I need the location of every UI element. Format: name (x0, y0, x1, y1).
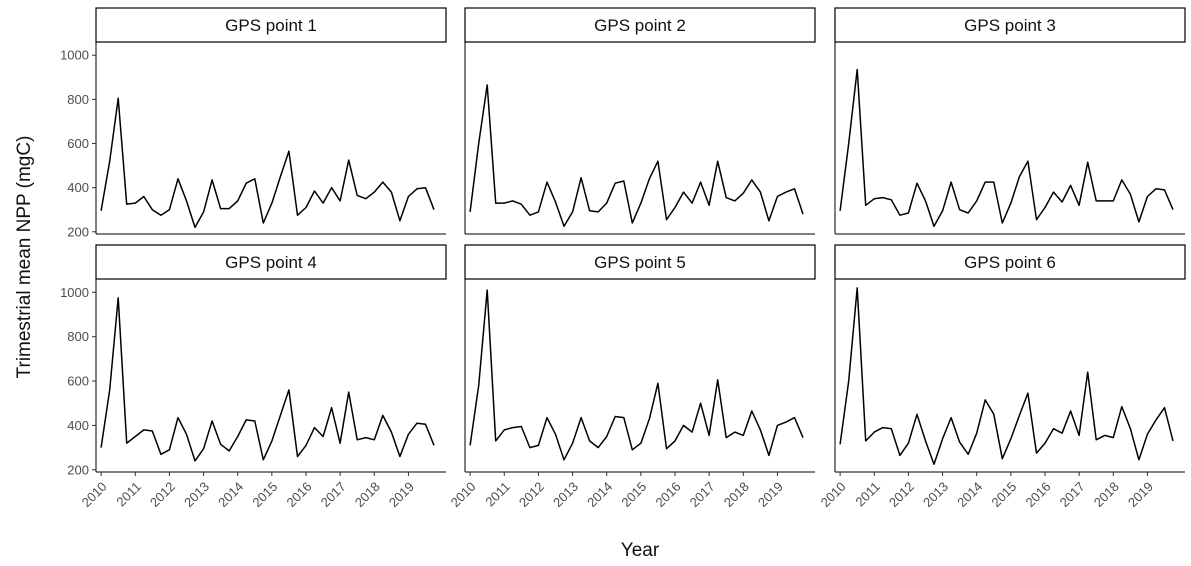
npp-series-line (469, 84, 804, 228)
y-tick-label: 400 (67, 180, 89, 195)
x-tick-label: 2019 (1125, 479, 1156, 510)
facet-title: GPS point 6 (964, 253, 1056, 272)
x-tick-label: 2010 (79, 479, 110, 510)
npp-series-line (839, 68, 1174, 228)
facet-strip (95, 244, 447, 280)
x-tick-label: 2017 (1057, 479, 1088, 510)
x-tick-label: 2011 (482, 479, 512, 509)
x-tick-label: 2015 (988, 479, 1019, 510)
facet-strip (464, 244, 816, 280)
y-tick-label: 200 (67, 462, 89, 477)
x-tick-label: 2012 (516, 479, 547, 510)
y-tick-label: 800 (67, 92, 89, 107)
npp-series-line (469, 289, 804, 461)
x-tick-label: 2016 (652, 479, 683, 510)
x-tick-label: 2017 (687, 479, 718, 510)
x-tick-label: 2013 (181, 479, 212, 510)
facet-panel: GPS point 3 (834, 7, 1186, 235)
x-tick-label: 2013 (920, 479, 951, 510)
facet-title: GPS point 4 (225, 253, 317, 272)
facet-strip (95, 7, 447, 43)
y-axis-title: Trimestrial mean NPP (mgC) (14, 136, 35, 379)
facet-title: GPS point 1 (225, 16, 317, 35)
facet-strip (834, 7, 1186, 43)
npp-series-line (100, 97, 435, 229)
x-tick-label: 2017 (318, 479, 349, 510)
x-tick-label: 2012 (147, 479, 178, 510)
facet-panel: GPS point 2 (464, 7, 816, 235)
x-tick-label: 2014 (584, 479, 615, 510)
x-tick-label: 2019 (386, 479, 417, 510)
x-tick-label: 2019 (755, 479, 786, 510)
y-tick-label: 400 (67, 418, 89, 433)
x-tick-label: 2015 (618, 479, 649, 510)
facet-panel: GPS point 1 200 400 600 800 1000 (60, 7, 447, 239)
x-tick-label: 2011 (113, 479, 143, 509)
facet-title: GPS point 3 (964, 16, 1056, 35)
facet-title: GPS point 5 (594, 253, 686, 272)
y-tick-label: 600 (67, 136, 89, 151)
x-tick-label: 2014 (215, 479, 246, 510)
facet-title: GPS point 2 (594, 16, 686, 35)
facet-strip (834, 244, 1186, 280)
y-tick-label: 800 (67, 329, 89, 344)
x-tick-label: 2015 (249, 479, 280, 510)
x-tick-label: 2011 (852, 479, 882, 509)
x-tick-label: 2013 (550, 479, 581, 510)
x-tick-label: 2016 (283, 479, 314, 510)
facet-panels: GPS point 1 200 400 600 800 1000 GPS point 2 GP… (60, 7, 1186, 510)
facet-strip (464, 7, 816, 43)
x-tick-label: 2016 (1022, 479, 1053, 510)
x-axis-title: Year (621, 540, 660, 561)
y-tick-label: 1000 (60, 48, 89, 63)
y-tick-label: 200 (67, 224, 89, 239)
x-tick-label: 2010 (448, 479, 479, 510)
x-tick-label: 2014 (954, 479, 985, 510)
x-tick-label: 2012 (886, 479, 917, 510)
npp-series-line (100, 297, 435, 462)
npp-series-line (839, 287, 1174, 465)
x-tick-label: 2018 (1091, 479, 1122, 510)
x-tick-label: 2010 (818, 479, 849, 510)
y-tick-label: 600 (67, 374, 89, 389)
y-tick-label: 1000 (60, 285, 89, 300)
x-tick-label: 2018 (721, 479, 752, 510)
x-tick-label: 2018 (352, 479, 383, 510)
